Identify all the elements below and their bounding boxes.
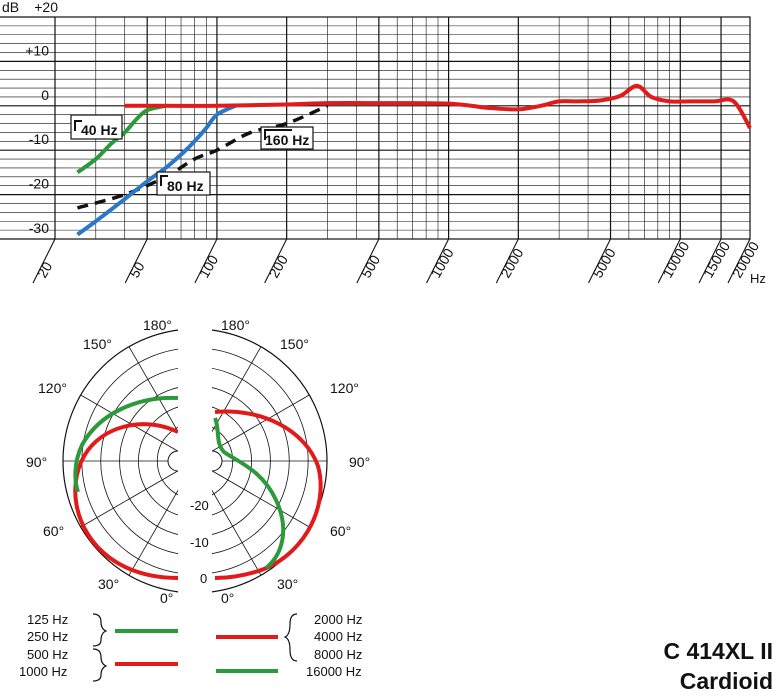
polar-spoke: [194, 394, 310, 462]
polar-curves: [73, 395, 323, 580]
polar-left-180: 180°: [143, 317, 172, 333]
polar-spoke: [80, 394, 196, 462]
fr-x-tick: [194, 238, 218, 284]
polar-right-150: 150°: [280, 336, 309, 352]
polar-right-0: 0°: [221, 590, 234, 606]
legend-1000: 1000 Hz: [19, 664, 67, 679]
fr-x-tick: [32, 238, 56, 284]
frequency-response-chart: dB +20 +10 0 -10 -20 -30 20 50 100 200 500 1000 200…: [0, 0, 766, 286]
filter-label-40-text: 40 Hz: [81, 122, 118, 138]
polar-radial-20: -20: [190, 498, 209, 513]
filter-label-80: 80 Hz: [156, 171, 211, 196]
filter-label-40: 40 Hz: [70, 114, 123, 140]
polar-left-60: 60°: [43, 523, 64, 539]
polar-spoke: [194, 460, 310, 528]
legend: 125 Hz 250 Hz 500 Hz 1000 Hz 2000 Hz 400…: [19, 612, 362, 682]
fr-series-blue: [76, 103, 237, 237]
fr-x-tick: [356, 238, 380, 284]
fr-x-tick-label: 10000: [659, 239, 692, 281]
fr-y-tick-label: -10: [29, 131, 49, 147]
fr-y-tick-label: -30: [29, 220, 49, 236]
fr-x-tick: [698, 238, 722, 284]
fr-y-tick-label: +20: [34, 0, 58, 15]
polar-inner-circles: [167, 450, 223, 472]
fr-x-tick-label: 200: [265, 252, 291, 280]
filter-label-80-text: 80 Hz: [167, 178, 204, 194]
fr-y-tick-label: +10: [25, 42, 49, 58]
polar-left-30: 30°: [98, 576, 119, 592]
fr-x-tick: [264, 238, 288, 284]
legend-16000: 16000 Hz: [306, 664, 362, 679]
fr-grid: [0, 16, 751, 284]
polar-spoke: [80, 460, 196, 528]
fr-x-tick: [124, 238, 148, 284]
fr-x-tick-label: 100: [196, 252, 222, 280]
legend-2000: 2000 Hz: [314, 612, 362, 627]
product-pattern: Cardioid: [680, 668, 773, 694]
polar-right-60: 60°: [330, 523, 351, 539]
legend-125: 125 Hz: [27, 612, 68, 627]
legend-250: 250 Hz: [27, 629, 68, 644]
fr-x-tick-label: 15000: [700, 239, 733, 281]
polar-left-green: [73, 395, 179, 493]
legend-brace-1: [92, 613, 108, 647]
polar-inner-left: [167, 450, 179, 472]
legend-500: 500 Hz: [27, 647, 68, 662]
x-unit-label: Hz: [750, 271, 766, 286]
fr-x-tick-label: 50: [126, 259, 148, 281]
fr-x-tick: [657, 238, 681, 284]
polar-right-90: 90°: [349, 454, 370, 470]
y-unit-label: dB: [2, 0, 19, 15]
filter-label-160-text: 160 Hz: [265, 132, 309, 148]
fr-x-tick-label: 20: [34, 259, 56, 281]
polar-radial-0: 0: [200, 571, 207, 586]
polar-right-30: 30°: [277, 576, 298, 592]
polar-right-120: 120°: [330, 380, 359, 396]
polar-left-150: 150°: [83, 336, 112, 352]
polar-right-green: [213, 417, 286, 570]
fr-x-tick-label: 500: [358, 252, 384, 280]
polar-center-gap: [178, 318, 212, 608]
legend-brace-2: [92, 648, 108, 682]
polar-right-180: 180°: [221, 317, 250, 333]
fr-y-tick-label: -20: [29, 176, 49, 192]
fr-x-tick: [426, 238, 450, 284]
fr-x-tick: [495, 238, 519, 284]
fr-y-tick-label: 0: [41, 87, 49, 103]
fr-x-tick: [588, 238, 612, 284]
fr-curves: [76, 83, 752, 237]
polar-left-120: 120°: [38, 380, 67, 396]
product-model: C 414XL II: [663, 638, 773, 664]
polar-left-90: 90°: [26, 454, 47, 470]
polar-radial-10: -10: [190, 535, 209, 550]
fr-x-tick-label: 5000: [589, 245, 619, 280]
filter-label-160: 160 Hz: [260, 126, 314, 150]
fr-series-black: [76, 104, 329, 210]
fr-y-tick-labels: +20 +10 0 -10 -20 -30: [25, 0, 58, 236]
fr-series-green: [76, 103, 167, 175]
polar-right-red: [214, 409, 323, 580]
fr-frame: [54, 16, 751, 240]
fr-x-tick-label: 1000: [427, 245, 457, 280]
legend-8000: 8000 Hz: [314, 647, 362, 662]
polar-left-red: [73, 422, 179, 580]
fr-x-tick-label: 2000: [497, 245, 527, 280]
legend-brace-3: [283, 613, 298, 662]
fr-x-tick: [727, 238, 751, 284]
polar-inner-right: [211, 450, 223, 472]
polar-left-0: 0°: [160, 590, 173, 606]
legend-4000: 4000 Hz: [314, 629, 362, 644]
polar-chart: 180° 150° 120° 90° 60° 30° 0° 180° 150° …: [26, 317, 370, 608]
fr-series-red: [124, 83, 752, 130]
